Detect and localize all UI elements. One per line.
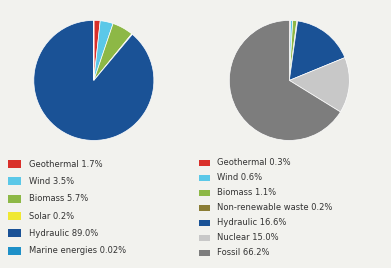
- Bar: [199, 250, 210, 256]
- Bar: [8, 212, 21, 220]
- Wedge shape: [289, 58, 350, 112]
- Text: Biomass 5.7%: Biomass 5.7%: [29, 194, 88, 203]
- Text: Geothermal 0.3%: Geothermal 0.3%: [217, 158, 291, 168]
- Wedge shape: [94, 24, 132, 80]
- Text: Wind 0.6%: Wind 0.6%: [217, 173, 262, 183]
- Bar: [8, 160, 21, 168]
- Bar: [8, 177, 21, 185]
- Text: Marine energies 0.02%: Marine energies 0.02%: [29, 246, 126, 255]
- Wedge shape: [94, 20, 100, 80]
- Wedge shape: [289, 20, 297, 80]
- Bar: [199, 175, 210, 181]
- Text: Wind 3.5%: Wind 3.5%: [29, 177, 74, 186]
- Wedge shape: [229, 20, 341, 140]
- Bar: [199, 205, 210, 211]
- Bar: [199, 160, 210, 166]
- Wedge shape: [289, 21, 345, 80]
- Wedge shape: [289, 20, 293, 80]
- Bar: [199, 190, 210, 196]
- Text: Hydraulic 16.6%: Hydraulic 16.6%: [217, 218, 286, 228]
- Wedge shape: [94, 34, 133, 80]
- Text: Non-renewable waste 0.2%: Non-renewable waste 0.2%: [217, 203, 332, 213]
- Wedge shape: [34, 20, 154, 140]
- Bar: [199, 235, 210, 241]
- Bar: [8, 195, 21, 203]
- Bar: [8, 247, 21, 255]
- Text: Nuclear 15.0%: Nuclear 15.0%: [217, 233, 279, 243]
- Wedge shape: [289, 21, 298, 80]
- Bar: [8, 229, 21, 237]
- Text: Biomass 1.1%: Biomass 1.1%: [217, 188, 276, 198]
- Text: Hydraulic 89.0%: Hydraulic 89.0%: [29, 229, 98, 238]
- Bar: [199, 220, 210, 226]
- Wedge shape: [289, 20, 291, 80]
- Text: Fossil 66.2%: Fossil 66.2%: [217, 248, 269, 258]
- Text: Geothermal 1.7%: Geothermal 1.7%: [29, 160, 102, 169]
- Wedge shape: [94, 21, 113, 80]
- Text: Solar 0.2%: Solar 0.2%: [29, 211, 74, 221]
